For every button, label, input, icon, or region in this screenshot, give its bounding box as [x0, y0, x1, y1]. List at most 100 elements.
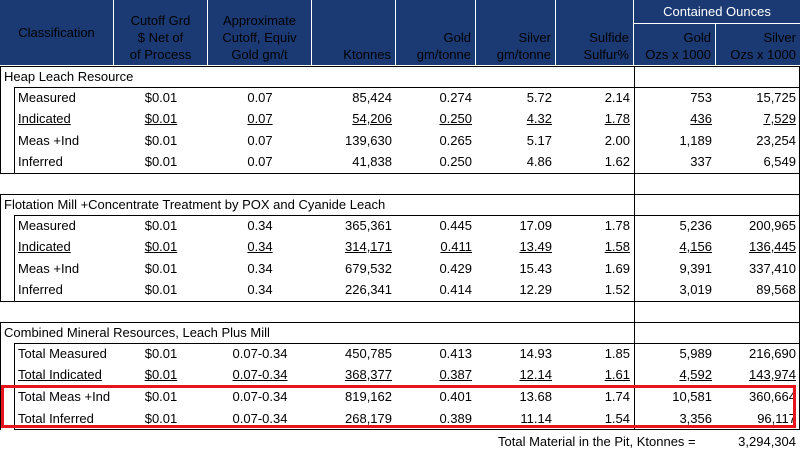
- header-oz-silver: Silver Ozs x 1000: [730, 30, 796, 62]
- section-top-rule: [0, 66, 800, 67]
- cell-silver: 12.14: [519, 367, 552, 382]
- cell-ktonnes: 268,179: [345, 411, 392, 426]
- table-row: Meas +Ind $0.01 0.07 139,630 0.265 5.17 2.00 1,…: [0, 130, 800, 151]
- cell-cutoff: $0.01: [144, 261, 178, 276]
- cell-oz-silver: 6,549: [763, 154, 796, 169]
- cell-cutoff: $0.01: [144, 90, 178, 105]
- cell-gold: 0.389: [439, 411, 472, 426]
- cell-approx: 0.07-0.34: [232, 346, 288, 361]
- header-classification: Classification: [0, 0, 114, 65]
- cell-oz-silver: 200,965: [749, 218, 796, 233]
- cell-oz-silver: 337,410: [749, 261, 796, 276]
- cell-silver: 15.43: [519, 261, 552, 276]
- section-title: Heap Leach Resource: [4, 69, 134, 84]
- cell-sulfur: 1.52: [604, 282, 630, 297]
- section-divider-rule: [634, 66, 635, 194]
- header-gold: Gold gm/tonne: [396, 0, 476, 65]
- cell-cutoff: $0.01: [144, 346, 178, 361]
- cell-gold: 0.411: [440, 239, 472, 254]
- table-row: Total Measured $0.01 0.07-0.34 450,785 0.413…: [0, 343, 800, 364]
- cell-cutoff: $0.01: [144, 218, 178, 233]
- cell-oz-gold: 9,391: [679, 261, 712, 276]
- cell-ktonnes: 450,785: [345, 346, 392, 361]
- cell-sulfur: 2.00: [604, 133, 630, 148]
- section-title: Flotation Mill +Concentrate Treatment by…: [4, 197, 386, 212]
- cell-oz-gold: 4,156: [679, 239, 712, 254]
- cell-sulfur: 1.62: [604, 154, 630, 169]
- footer-total-label: Total Material in the Pit, Ktonnes =: [498, 434, 696, 449]
- cell-oz-silver: 143,974: [749, 367, 796, 382]
- cell-approx: 0.07: [247, 90, 273, 105]
- cell-cutoff: $0.01: [144, 133, 178, 148]
- cell-ktonnes: 314,171: [345, 239, 392, 254]
- cell-approx: 0.34: [247, 218, 273, 233]
- cell-silver: 4.32: [526, 111, 552, 126]
- cell-cutoff: $0.01: [144, 411, 178, 426]
- cell-approx: 0.34: [247, 282, 273, 297]
- cell-sulfur: 1.61: [604, 367, 630, 382]
- cell-label: Total Inferred: [18, 411, 94, 426]
- section-title-rule: [14, 343, 634, 344]
- table-row: Indicated $0.01 0.34 314,171 0.411 13.49 1.58 4…: [0, 236, 800, 257]
- section-top-rule: [0, 194, 800, 195]
- section-title: Combined Mineral Resources, Leach Plus M…: [4, 325, 270, 340]
- section-left-rule: [0, 66, 1, 173]
- cell-ktonnes: 819,162: [345, 389, 392, 404]
- cell-oz-gold: 5,236: [679, 218, 712, 233]
- cell-label: Total Measured: [18, 346, 107, 361]
- section-divider-rule: [634, 322, 635, 430]
- cell-ktonnes: 679,532: [345, 261, 392, 276]
- cell-gold: 0.401: [439, 389, 472, 404]
- cell-oz-gold: 3,356: [679, 411, 712, 426]
- cell-cutoff: $0.01: [144, 389, 178, 404]
- cell-oz-gold: 3,019: [679, 282, 712, 297]
- cell-sulfur: 1.54: [604, 411, 630, 426]
- cell-gold: 0.250: [439, 111, 472, 126]
- cell-cutoff: $0.01: [144, 239, 178, 254]
- cell-silver: 5.72: [526, 90, 552, 105]
- cell-label: Inferred: [18, 282, 63, 297]
- cell-sulfur: 1.78: [604, 111, 630, 126]
- section-title-rule: [14, 215, 634, 216]
- cell-ktonnes: 85,424: [352, 90, 392, 105]
- cell-label: Indicated: [18, 239, 71, 254]
- cell-cutoff: $0.01: [144, 282, 178, 297]
- cell-oz-silver: 360,664: [749, 389, 796, 404]
- header-oz-gold: Gold Ozs x 1000: [634, 24, 716, 65]
- header-silver: Silver gm/tonne: [476, 0, 556, 65]
- cell-approx: 0.07-0.34: [232, 367, 288, 382]
- cell-oz-silver: 89,568: [756, 282, 796, 297]
- cell-gold: 0.250: [439, 154, 472, 169]
- cell-silver: 13.49: [519, 239, 552, 254]
- cell-sulfur: 1.74: [604, 389, 630, 404]
- table-row: Total Inferred $0.01 0.07-0.34 268,179 0.389…: [0, 408, 800, 429]
- cell-ktonnes: 226,341: [345, 282, 392, 297]
- section-title-rule: [634, 215, 800, 216]
- section-inner-left-rule: [14, 215, 15, 301]
- footer-total-value: 3,294,304: [738, 434, 796, 449]
- section-left-rule: [0, 322, 1, 430]
- cell-approx: 0.34: [247, 261, 273, 276]
- table-row: Inferred $0.01 0.34 226,341 0.414 12.29 1.52 3,…: [0, 279, 800, 300]
- highlight-box: [1, 385, 796, 428]
- cell-gold: 0.274: [439, 90, 472, 105]
- section-bottom-rule: [14, 429, 800, 430]
- cell-ktonnes: 54,206: [352, 111, 392, 126]
- cell-oz-gold: 5,989: [679, 346, 712, 361]
- cell-oz-gold: 4,592: [679, 367, 712, 382]
- cell-label: Indicated: [18, 111, 71, 126]
- cell-silver: 4.86: [526, 154, 552, 169]
- cell-label: Measured: [18, 90, 76, 105]
- cell-ktonnes: 365,361: [345, 218, 392, 233]
- cell-silver: 5.17: [526, 133, 552, 148]
- cell-oz-silver: 23,254: [756, 133, 796, 148]
- table-row: Meas +Ind $0.01 0.34 679,532 0.429 15.43 1.69 9…: [0, 258, 800, 279]
- section-top-rule: [0, 322, 800, 323]
- cell-oz-gold: 436: [690, 111, 712, 126]
- header-sulfide: Sulfide Sulfur%: [556, 0, 634, 65]
- section-title-rule: [634, 87, 800, 88]
- cell-label: Measured: [18, 218, 76, 233]
- cell-approx: 0.07-0.34: [232, 411, 288, 426]
- cell-oz-silver: 216,690: [749, 346, 796, 361]
- cell-gold: 0.429: [439, 261, 472, 276]
